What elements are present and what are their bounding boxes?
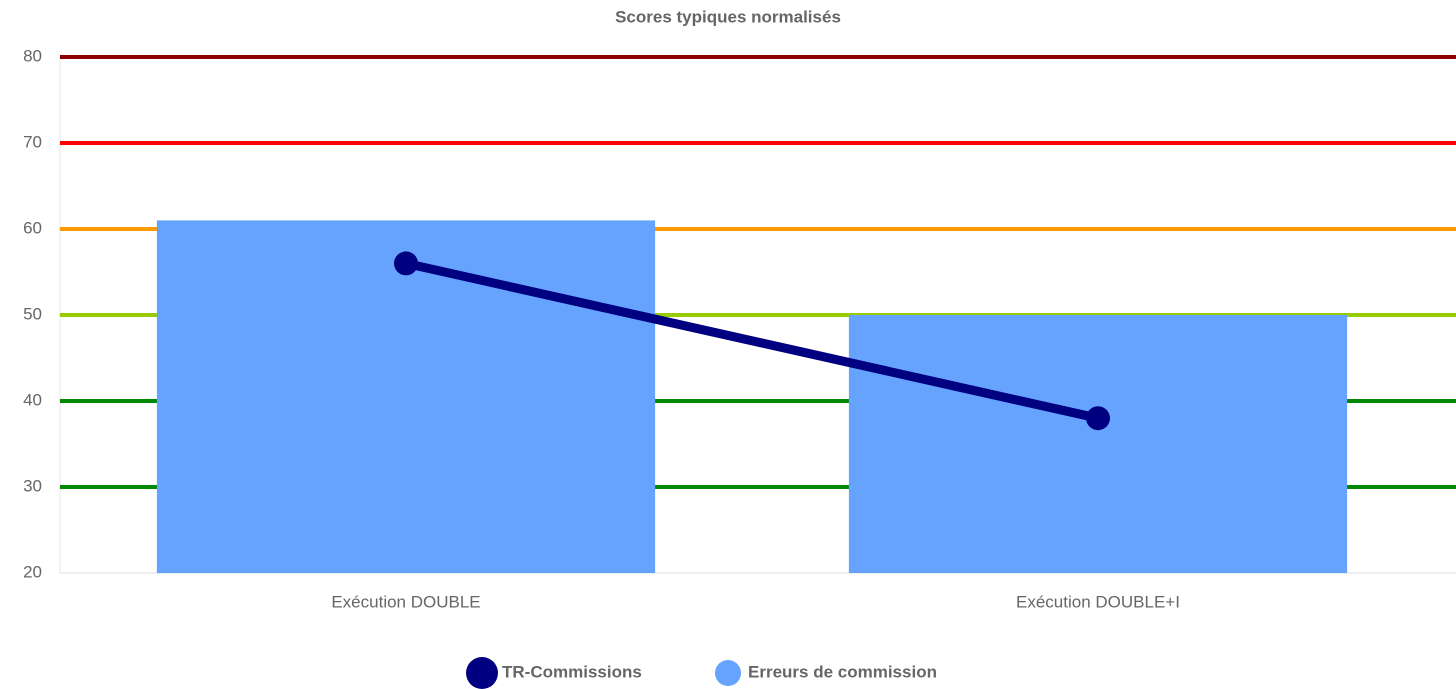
legend-label: TR-Commissions — [502, 662, 642, 681]
y-tick-label: 20 — [23, 562, 42, 581]
line-point — [394, 251, 418, 276]
y-tick-label: 40 — [23, 390, 42, 409]
y-tick-label: 30 — [23, 476, 42, 495]
y-tick-label: 60 — [23, 218, 42, 237]
legend-label: Erreurs de commission — [748, 662, 937, 681]
line — [405, 259, 1099, 423]
y-tick-label: 80 — [23, 46, 42, 65]
bar — [848, 315, 1348, 573]
y-tick-label: 70 — [23, 132, 42, 151]
legend-marker — [715, 660, 741, 686]
x-tick-label: Exécution DOUBLE — [331, 592, 480, 611]
y-tick-label: 50 — [23, 304, 42, 323]
line-point — [1086, 406, 1110, 431]
legend-marker — [466, 657, 498, 689]
x-tick-label: Exécution DOUBLE+I — [1016, 592, 1180, 611]
chart-title: Scores typiques normalisés — [615, 7, 841, 26]
bar — [156, 220, 656, 573]
